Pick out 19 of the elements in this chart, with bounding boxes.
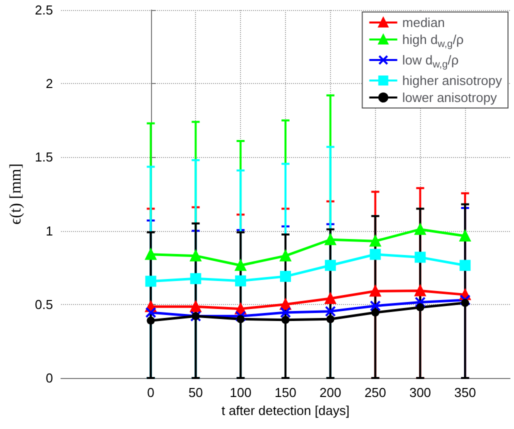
y-tick-label: 2 bbox=[46, 76, 53, 92]
legend-label: higher anisotropy bbox=[402, 73, 502, 88]
x-tick-label: 100 bbox=[230, 385, 252, 400]
x-tick-label: 200 bbox=[320, 385, 342, 400]
y-tick-label: 1 bbox=[46, 223, 53, 238]
x-tick-label: 250 bbox=[364, 385, 386, 400]
x-tick-label: 50 bbox=[188, 385, 203, 400]
legend-label: lower anisotropy bbox=[402, 90, 498, 105]
x-tick-label: 0 bbox=[147, 385, 154, 400]
x-tick-label: 150 bbox=[274, 385, 296, 400]
y-tick-label: 0.5 bbox=[34, 296, 53, 312]
y-tick-label: 1.5 bbox=[34, 150, 53, 165]
y-tick-label: 0 bbox=[46, 370, 53, 386]
y-axis-title: ϵ(t) [mm] bbox=[8, 163, 24, 225]
x-tick-label: 350 bbox=[454, 385, 476, 400]
legend-label: median bbox=[402, 15, 445, 30]
x-tick-label: 300 bbox=[409, 385, 432, 400]
x-axis-title: t after detection [days] bbox=[222, 402, 350, 418]
y-tick-label: 2.5 bbox=[34, 2, 53, 18]
